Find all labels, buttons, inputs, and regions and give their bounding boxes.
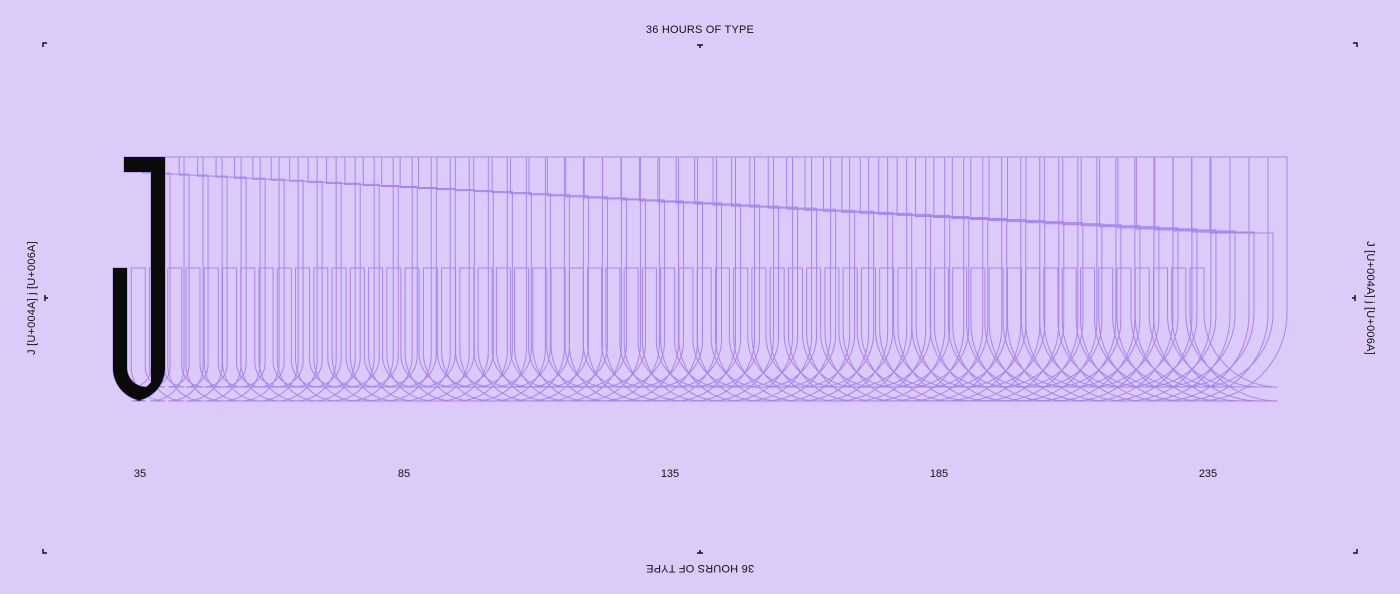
- glyph-outline-copy: [660, 156, 737, 402]
- glyph-outline-copy: [1189, 156, 1288, 402]
- glyph-outline-copy: [295, 156, 356, 402]
- glyph-outline-copy: [495, 156, 565, 402]
- scale-tick-35: 35: [133, 468, 147, 480]
- glyph-outline-copy: [441, 156, 508, 402]
- glyph-outline-copy: [149, 156, 204, 402]
- crop-mark-tr: [1353, 42, 1358, 47]
- glyph-outline-copy: [386, 156, 451, 402]
- crop-mark-right-center: [1352, 295, 1356, 301]
- glyph-outline-copy: [824, 156, 908, 402]
- glyph-outline-copy: [587, 156, 660, 402]
- glyph-outline-copy: [1025, 156, 1117, 402]
- glyph-outline-copy: [623, 156, 698, 402]
- glyph-outline-copy: [222, 156, 280, 402]
- glyph-outline-copy: [988, 156, 1079, 402]
- glyph-outline-copy: [1171, 156, 1269, 402]
- glyph-outline-copy: [751, 156, 832, 402]
- crop-mark-tl: [42, 42, 47, 47]
- header-title: 36 HOURS OF TYPE: [645, 24, 755, 36]
- glyph-outline-copy: [349, 156, 413, 402]
- scale-tick-235: 235: [1198, 468, 1218, 480]
- glyph-outline-copy: [203, 156, 261, 402]
- glyph-outline-copy: [696, 156, 775, 402]
- glyph-outline-copy: [404, 156, 470, 402]
- crop-mark-left-center: [44, 295, 48, 301]
- glyph-outline-copy: [678, 156, 756, 402]
- glyph-outline-copy: [167, 156, 223, 402]
- glyph-outline-copy: [258, 156, 318, 402]
- scale-tick-85: 85: [397, 468, 411, 480]
- glyph-outline-copy: [1079, 156, 1174, 402]
- glyph-outline-stack: [112, 156, 1288, 402]
- glyph-outline-copy: [605, 156, 679, 402]
- glyph-outline-copy: [1006, 156, 1098, 402]
- crop-mark-bl: [42, 549, 47, 554]
- glyph-outline-copy: [787, 156, 870, 402]
- crop-mark-bottom-center: [697, 550, 703, 554]
- glyph-outline-copy: [970, 156, 1060, 402]
- glyph-outline-copy: [1043, 156, 1136, 402]
- scale-tick-185: 185: [929, 468, 949, 480]
- solid-glyph-j: [113, 157, 165, 401]
- glyph-outline-copy: [806, 156, 889, 402]
- glyph-outline-copy: [550, 156, 622, 402]
- crop-mark-br: [1353, 549, 1358, 554]
- glyph-outline-copy: [459, 156, 527, 402]
- crop-marks: [42, 42, 1358, 554]
- glyph-outline-copy: [860, 156, 946, 402]
- glyph-outline-copy: [733, 156, 813, 402]
- glyph-outline-copy: [714, 156, 794, 402]
- glyph-outline-copy: [185, 156, 242, 402]
- glyph-outline-copy: [769, 156, 851, 402]
- glyph-outline-copy: [1061, 156, 1155, 402]
- glyph-outline-copy: [532, 156, 603, 402]
- crop-mark-top-center: [697, 44, 703, 48]
- glyph-outline-copy: [276, 156, 337, 402]
- scale-tick-135: 135: [660, 468, 680, 480]
- glyph-outline-copy: [897, 156, 984, 402]
- glyph-outline-copy: [422, 156, 489, 402]
- glyph-outline-copy: [842, 156, 927, 402]
- glyph-outline-copy: [952, 156, 1041, 402]
- glyph-outline-copy: [368, 156, 432, 402]
- glyph-outline-copy: [641, 156, 717, 402]
- glyph-outline-copy: [313, 156, 375, 402]
- glyph-outline-copy: [514, 156, 584, 402]
- glyph-outline-copy: [568, 156, 641, 402]
- glyph-outline-copy: [477, 156, 546, 402]
- glyph-outline-copy: [331, 156, 394, 402]
- glyph-outline-copy: [240, 156, 299, 402]
- glyph-outline-copy: [1152, 156, 1250, 402]
